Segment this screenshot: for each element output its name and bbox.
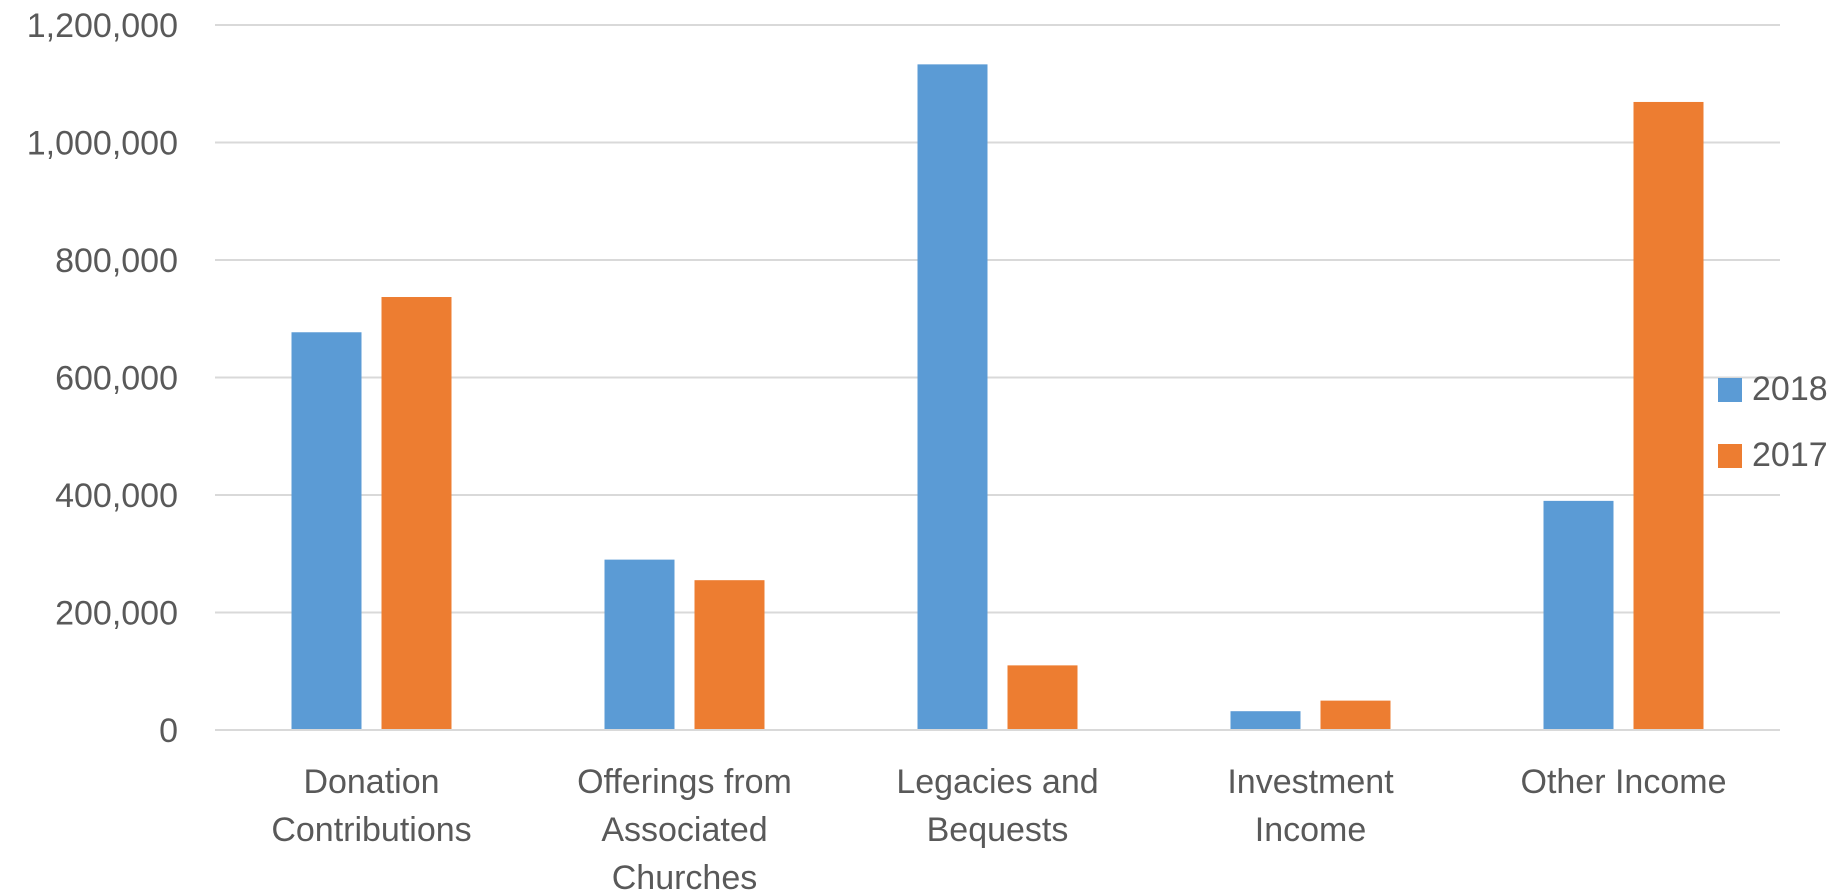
bar-2017: [694, 580, 765, 730]
bar-2017: [1320, 700, 1391, 730]
y-tick-label: 800,000: [55, 242, 178, 280]
x-tick-label-line: Churches: [612, 859, 758, 895]
x-tick-label-line: Other Income: [1521, 763, 1727, 801]
x-tick-label-line: Associated: [601, 811, 767, 849]
bars: [291, 64, 1704, 731]
y-tick-label: 600,000: [55, 360, 178, 398]
x-tick-label: Donation Contributions: [271, 763, 471, 849]
legend-label-2018: 2018: [1752, 370, 1828, 408]
bar-2018: [291, 332, 362, 730]
x-tick-label-line: Offerings from: [577, 763, 792, 801]
x-tick-label-line: Investment: [1227, 763, 1394, 801]
x-tick-label-line: Contributions: [271, 811, 471, 849]
x-tick-label: Investment Income: [1227, 763, 1394, 849]
bar-2018: [1543, 500, 1614, 730]
y-tick-label: 1,200,000: [27, 7, 178, 45]
gridlines: [215, 24, 1780, 614]
legend-swatch-2017: [1718, 444, 1742, 468]
x-axis-tick-labels: Donation Contributions Offerings from Assoc…: [271, 763, 1726, 895]
y-tick-label: 200,000: [55, 595, 178, 633]
x-tick-label-line: Income: [1255, 811, 1367, 849]
y-axis-tick-labels: 0 200,000 400,000 600,000 800,000 1,000,000 1,…: [27, 7, 178, 750]
bar-2018: [917, 64, 988, 731]
y-tick-label: 400,000: [55, 477, 178, 515]
x-tick-label-line: Legacies and: [896, 763, 1098, 801]
bar-2017: [1633, 101, 1704, 730]
bar-2018: [604, 559, 675, 730]
legend-label-2017: 2017: [1752, 436, 1828, 474]
legend: 2018 2017: [1718, 370, 1828, 474]
bar-2017: [1007, 665, 1078, 730]
legend-swatch-2018: [1718, 378, 1742, 402]
x-tick-label: Other Income: [1521, 763, 1727, 801]
bar-2017: [381, 297, 452, 730]
y-tick-label: 1,000,000: [27, 125, 178, 163]
x-tick-label-line: Bequests: [927, 811, 1069, 849]
bar-2018: [1230, 711, 1301, 730]
x-tick-label: Legacies and Bequests: [896, 763, 1098, 849]
x-tick-label: Offerings from Associated Churches: [577, 763, 792, 895]
x-tick-label-line: Donation: [303, 763, 439, 801]
y-tick-label: 0: [159, 712, 178, 750]
